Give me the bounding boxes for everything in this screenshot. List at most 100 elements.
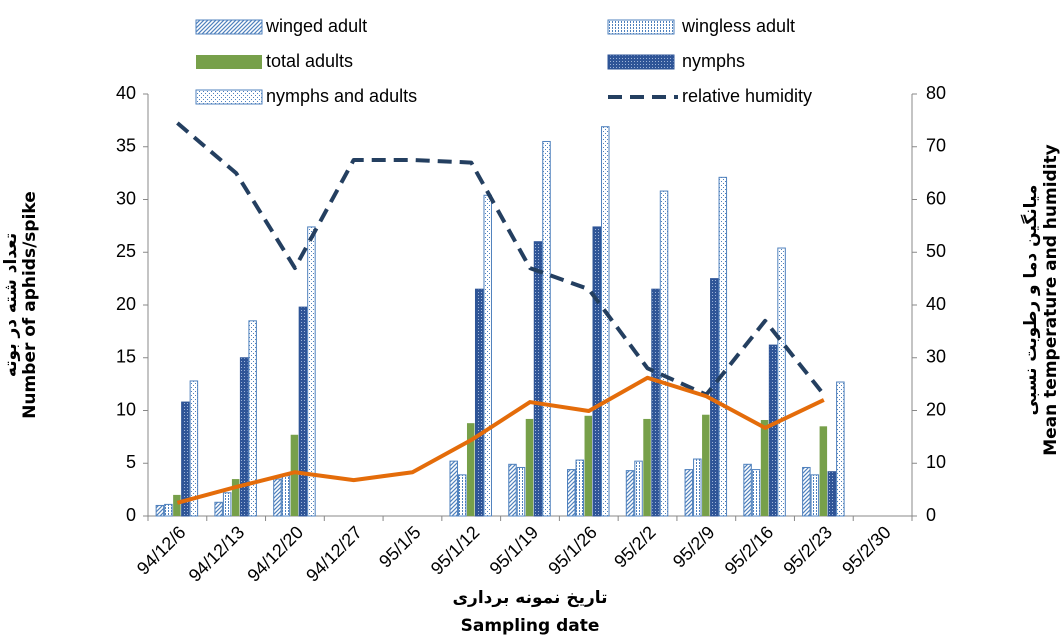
- bar: [810, 474, 820, 517]
- legend-label: total adults: [266, 51, 353, 71]
- y2-axis-title-fa: میانگین دما و رطوبت نسبی: [1020, 185, 1041, 416]
- bar: [214, 501, 223, 517]
- bar: [684, 469, 694, 517]
- bar: [584, 415, 593, 516]
- y2-tick-label: 50: [926, 241, 946, 261]
- y-tick-label: 10: [116, 399, 136, 419]
- y2-tick-label: 10: [926, 452, 946, 472]
- bar: [777, 247, 786, 517]
- x-tick-label: 95/1/19: [486, 522, 543, 579]
- x-tick-label: 94/12/6: [133, 522, 190, 579]
- bar: [802, 466, 811, 517]
- bar: [751, 469, 761, 517]
- x-tick-label: 95/1/12: [427, 522, 484, 579]
- bar: [625, 470, 635, 517]
- bar: [181, 401, 190, 517]
- bar: [290, 434, 299, 516]
- bar: [222, 492, 232, 517]
- y-tick-label: 5: [126, 452, 136, 472]
- y2-tick-label: 70: [926, 136, 946, 156]
- bar: [483, 194, 492, 517]
- bar: [760, 419, 769, 516]
- line: [176, 375, 825, 505]
- bar: [601, 126, 610, 517]
- y2-tick-label: 30: [926, 347, 946, 367]
- bar: [457, 474, 467, 517]
- bar: [516, 466, 526, 517]
- legend-swatch: [196, 55, 262, 69]
- bar: [693, 458, 702, 517]
- bar: [827, 471, 837, 517]
- bar: [281, 475, 291, 517]
- bar: [575, 459, 585, 517]
- y-tick-label: 20: [116, 294, 136, 314]
- x-tick-label: 94/12/20: [243, 522, 307, 586]
- bar: [474, 288, 484, 517]
- bar: [248, 320, 257, 517]
- y-tick-label: 30: [116, 188, 136, 208]
- bar: [273, 478, 282, 517]
- bar: [164, 503, 173, 517]
- x-tick-label: 95/2/16: [721, 522, 778, 579]
- legend-swatch: [607, 19, 675, 35]
- bar: [155, 504, 165, 517]
- bar: [819, 426, 828, 516]
- bar: [449, 460, 458, 517]
- y-tick-label: 15: [116, 347, 136, 367]
- bar: [231, 479, 240, 516]
- y-tick-label: 0: [126, 505, 136, 525]
- y2-tick-label: 60: [926, 188, 946, 208]
- x-tick-label: 95/1/5: [375, 522, 425, 572]
- y2-tick-label: 20: [926, 399, 946, 419]
- legend-swatch: [195, 19, 263, 35]
- y2-tick-label: 80: [926, 83, 946, 103]
- x-tick-label: 95/2/23: [779, 522, 836, 579]
- x-tick-label: 94/12/13: [185, 522, 249, 586]
- x-axis-title-fa: تاریخ نمونه برداری: [452, 588, 607, 608]
- legend-label: wingless adult: [681, 16, 795, 36]
- y-tick-label: 40: [116, 83, 136, 103]
- bar: [659, 190, 669, 517]
- bar: [836, 381, 845, 517]
- bar: [634, 460, 643, 517]
- legend-label: winged adult: [265, 16, 367, 36]
- bar: [542, 140, 551, 517]
- x-tick-label: 95/2/2: [610, 522, 660, 572]
- bar: [533, 241, 543, 517]
- bar: [651, 288, 660, 517]
- bar: [525, 418, 534, 516]
- x-tick-label: 95/2/9: [669, 522, 719, 572]
- y-tick-label: 25: [116, 241, 136, 261]
- y2-tick-label: 40: [926, 294, 946, 314]
- bar: [702, 414, 710, 516]
- legend-swatch: [195, 89, 263, 105]
- legend-label: nymphs and adults: [266, 86, 417, 106]
- bar: [298, 306, 308, 517]
- bar: [466, 423, 475, 516]
- bar: [567, 469, 576, 517]
- y-axis-title-fa: تعداد شته در بوته: [1, 233, 21, 377]
- bar: [643, 418, 651, 516]
- bar: [239, 357, 249, 517]
- x-tick-label: 95/2/30: [838, 522, 895, 579]
- x-tick-label: 94/12/27: [302, 522, 366, 586]
- bar: [508, 463, 517, 517]
- bar: [743, 463, 752, 517]
- bar: [173, 494, 181, 516]
- x-axis-title: Sampling date: [461, 616, 600, 636]
- y2-tick-label: 0: [926, 505, 936, 525]
- bar: [189, 380, 199, 517]
- legend-swatch: [607, 54, 675, 70]
- bar: [768, 344, 778, 517]
- y2-axis-title: Mean temperature and humidity: [1041, 144, 1061, 456]
- legend-label: relative humidity: [682, 86, 812, 106]
- x-tick-label: 95/1/26: [544, 522, 601, 579]
- bar: [592, 226, 602, 517]
- line: [176, 121, 826, 397]
- legend-label: nymphs: [682, 51, 745, 71]
- bar: [307, 226, 316, 517]
- y-axis-title: Number of aphids/spike: [20, 191, 40, 419]
- bar: [718, 176, 728, 517]
- y-tick-label: 35: [116, 136, 136, 156]
